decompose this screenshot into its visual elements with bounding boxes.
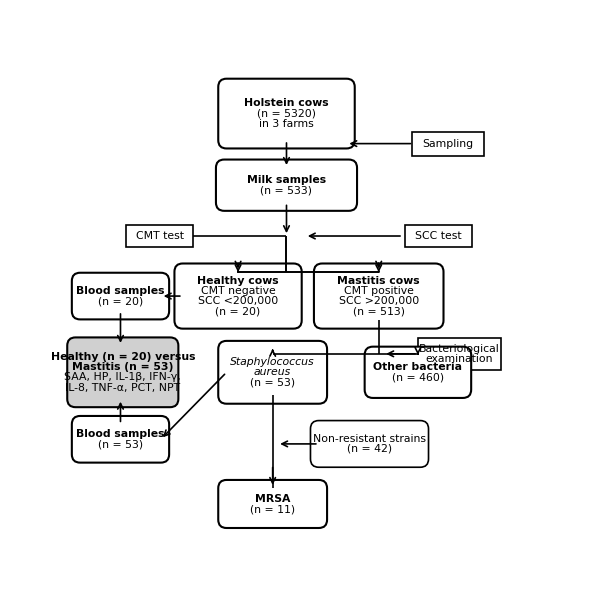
- Text: Healthy cows: Healthy cows: [198, 276, 279, 286]
- Text: (n = 11): (n = 11): [250, 504, 295, 514]
- Text: (n = 53): (n = 53): [250, 377, 295, 388]
- Text: (n = 42): (n = 42): [347, 444, 392, 454]
- Text: CMT negative: CMT negative: [201, 286, 275, 296]
- FancyBboxPatch shape: [216, 160, 357, 211]
- FancyBboxPatch shape: [218, 79, 355, 148]
- FancyBboxPatch shape: [174, 263, 302, 329]
- Text: Staphylococcus: Staphylococcus: [230, 357, 315, 367]
- FancyBboxPatch shape: [311, 421, 428, 467]
- Text: (n = 20): (n = 20): [215, 307, 261, 316]
- Text: (n = 513): (n = 513): [353, 307, 405, 316]
- FancyBboxPatch shape: [365, 347, 471, 398]
- Text: SCC <200,000: SCC <200,000: [198, 296, 278, 306]
- Bar: [418, 338, 501, 370]
- Text: SAA, HP, IL-1β, IFN-γ,: SAA, HP, IL-1β, IFN-γ,: [64, 373, 181, 382]
- Text: Holstein cows: Holstein cows: [244, 98, 329, 109]
- Text: CMT positive: CMT positive: [344, 286, 414, 296]
- Text: CMT test: CMT test: [136, 231, 184, 241]
- Text: (n = 20): (n = 20): [98, 296, 143, 306]
- Text: Blood samples: Blood samples: [76, 286, 165, 296]
- Text: SCC test: SCC test: [415, 231, 462, 241]
- Text: Milk samples: Milk samples: [247, 175, 326, 185]
- Text: (n = 460): (n = 460): [392, 373, 444, 382]
- Bar: [126, 225, 193, 247]
- Text: IL-8, TNF-α, PCT, NPT: IL-8, TNF-α, PCT, NPT: [65, 383, 180, 392]
- Text: Blood samples: Blood samples: [76, 429, 165, 439]
- Text: Sampling: Sampling: [422, 139, 474, 149]
- FancyBboxPatch shape: [72, 416, 169, 463]
- Text: Bacteriological: Bacteriological: [419, 344, 500, 354]
- Text: Mastitis cows: Mastitis cows: [337, 276, 420, 286]
- Text: Healthy (n = 20) versus: Healthy (n = 20) versus: [51, 352, 195, 362]
- Text: examination: examination: [425, 354, 493, 364]
- Text: MRSA: MRSA: [255, 494, 290, 504]
- FancyBboxPatch shape: [218, 341, 327, 404]
- Text: in 3 farms: in 3 farms: [259, 119, 314, 129]
- Bar: [405, 225, 472, 247]
- Text: SCC >200,000: SCC >200,000: [339, 296, 419, 306]
- Text: Non-resistant strains: Non-resistant strains: [313, 434, 426, 444]
- Text: (n = 5320): (n = 5320): [257, 109, 316, 119]
- FancyBboxPatch shape: [72, 273, 169, 319]
- Bar: [412, 131, 484, 155]
- Text: Mastitis (n = 53): Mastitis (n = 53): [72, 362, 174, 372]
- FancyBboxPatch shape: [314, 263, 443, 329]
- Text: aureus: aureus: [254, 367, 292, 377]
- FancyBboxPatch shape: [67, 337, 178, 407]
- Text: Other bacteria: Other bacteria: [374, 362, 462, 372]
- Text: (n = 533): (n = 533): [261, 185, 312, 195]
- FancyBboxPatch shape: [218, 480, 327, 528]
- Text: (n = 53): (n = 53): [98, 439, 143, 449]
